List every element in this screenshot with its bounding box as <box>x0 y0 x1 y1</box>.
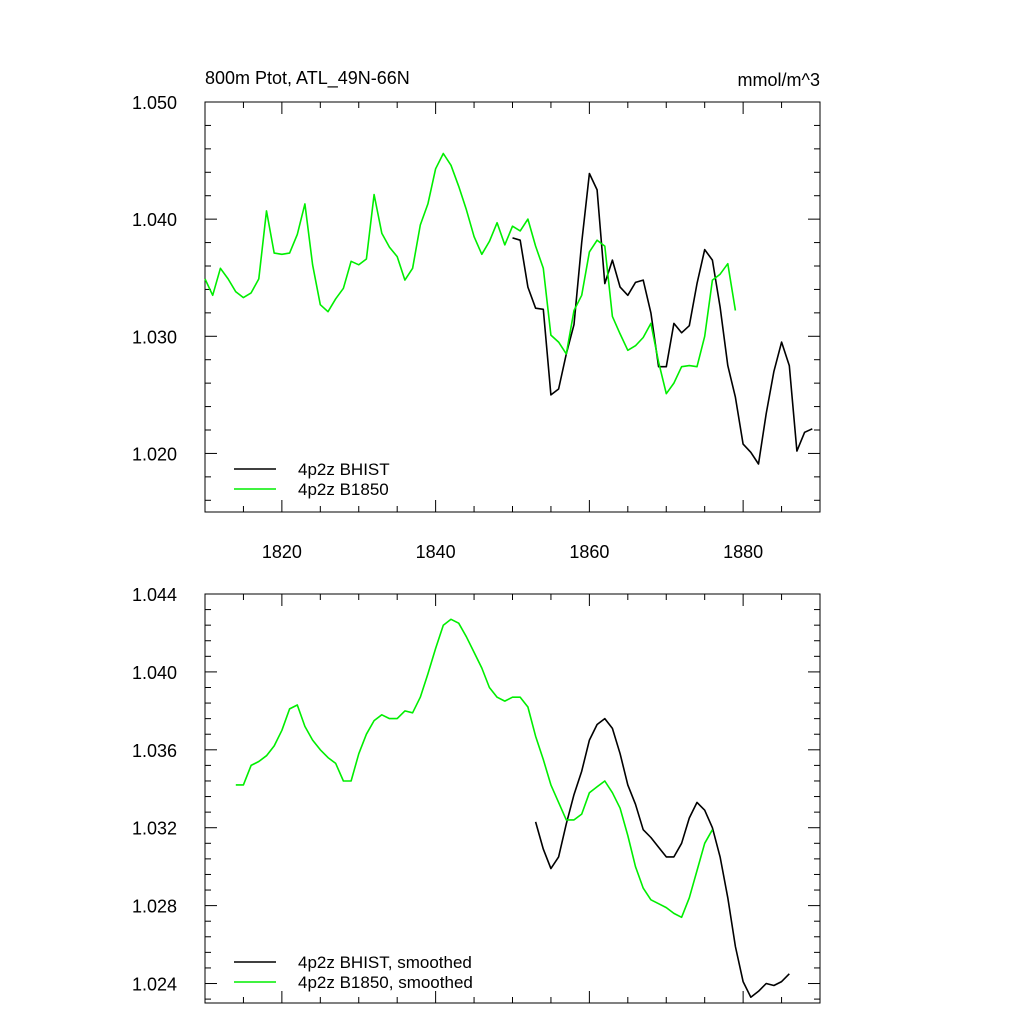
y-tick-label: 1.024 <box>132 975 177 995</box>
y-tick-label: 1.030 <box>132 327 177 347</box>
legend-label: 4p2z BHIST, smoothed <box>298 953 472 972</box>
y-tick-label: 1.050 <box>132 93 177 113</box>
x-tick-label: 1840 <box>416 542 456 562</box>
legend-label: 4p2z B1850, smoothed <box>298 973 473 992</box>
x-tick-label: 1820 <box>262 542 302 562</box>
y-tick-label: 1.032 <box>132 819 177 839</box>
legend-label: 4p2z B1850 <box>298 480 389 499</box>
bottom-panel: 1.024 1.028 1.032 1.036 1.040 1.044 4p2z BHIS… <box>132 585 821 1004</box>
units-label: mmol/m^3 <box>738 70 820 90</box>
legend-label: 4p2z BHIST <box>298 460 390 479</box>
series-line-bhist <box>512 172 813 465</box>
series-line-b1850 <box>235 618 714 919</box>
plot-frame <box>204 101 821 513</box>
y-tick-label: 1.020 <box>132 444 177 464</box>
plot-frame <box>204 593 821 1004</box>
x-tick-label: 1880 <box>723 542 763 562</box>
series-line-b1850 <box>204 152 737 395</box>
y-tick-label: 1.040 <box>132 663 177 683</box>
series-line-bhist <box>534 717 790 999</box>
y-tick-label: 1.028 <box>132 897 177 917</box>
axes-frame: 1820 1840 1860 1880 1.020 1.030 1.040 1.050 <box>132 93 821 562</box>
y-tick-label: 1.040 <box>132 210 177 230</box>
y-tick-label: 1.044 <box>132 585 177 605</box>
y-tick-label: 1.036 <box>132 741 177 761</box>
top-panel: 800m Ptot, ATL_49N-66N mmol/m^3 1820 1840… <box>132 68 821 562</box>
chart-title: 800m Ptot, ATL_49N-66N <box>205 68 410 89</box>
x-tick-label: 1860 <box>569 542 609 562</box>
series-group <box>204 152 813 465</box>
axes-frame: 1.024 1.028 1.032 1.036 1.040 1.044 <box>132 585 821 1004</box>
series-group <box>235 618 790 999</box>
